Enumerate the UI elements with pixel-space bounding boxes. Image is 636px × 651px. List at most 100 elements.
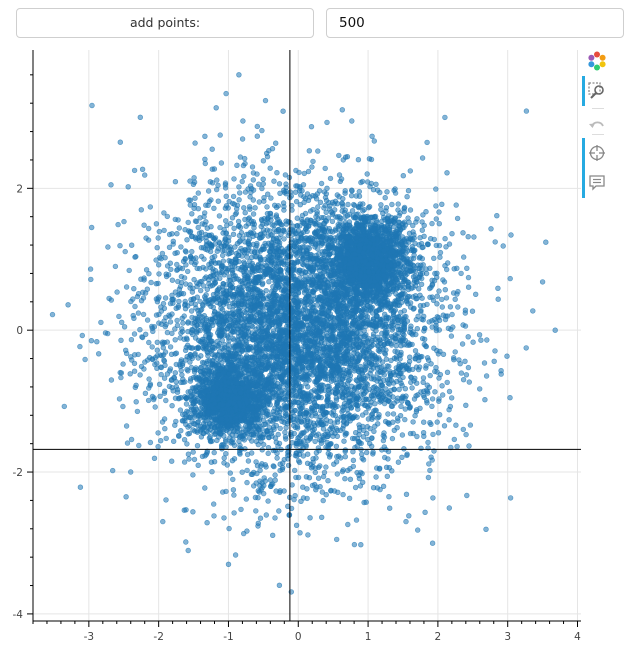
scatter-point bbox=[344, 407, 351, 413]
scatter-point bbox=[334, 433, 340, 439]
scatter-point bbox=[481, 360, 488, 366]
scatter-point bbox=[442, 287, 448, 293]
scatter-point bbox=[492, 239, 498, 245]
scatter-point bbox=[195, 190, 202, 196]
scatter-point bbox=[146, 339, 152, 346]
scatter-point bbox=[419, 155, 426, 161]
scatter-point bbox=[128, 436, 135, 443]
scatter-point bbox=[167, 319, 174, 325]
scatter-point bbox=[87, 266, 94, 272]
scatter-point bbox=[231, 276, 237, 282]
scatter-point bbox=[398, 403, 404, 410]
add-points-button[interactable]: add points: bbox=[16, 8, 314, 38]
scatter-point bbox=[346, 495, 353, 501]
scatter-point bbox=[429, 403, 435, 409]
scatter-point bbox=[407, 168, 413, 174]
scatter-point bbox=[454, 215, 461, 222]
scatter-point bbox=[463, 402, 469, 408]
scatter-point bbox=[139, 166, 146, 173]
scatter-point bbox=[88, 224, 95, 231]
scatter-point bbox=[283, 191, 289, 197]
scatter-point bbox=[460, 377, 467, 383]
scatter-point bbox=[402, 406, 408, 412]
scatter-point bbox=[275, 443, 281, 449]
scatter-point bbox=[128, 298, 134, 305]
scatter-point bbox=[202, 210, 208, 216]
scatter-point bbox=[428, 454, 434, 460]
scatter-point bbox=[202, 156, 208, 163]
scatter-point bbox=[209, 146, 215, 152]
scatter-point bbox=[161, 390, 168, 396]
scatter-point bbox=[424, 355, 431, 361]
scatter-point bbox=[224, 333, 231, 339]
scatter-point bbox=[453, 202, 459, 208]
scatter-point bbox=[268, 195, 274, 201]
scatter-point bbox=[446, 505, 452, 511]
scatter-point bbox=[455, 304, 461, 310]
scatter-point bbox=[230, 231, 237, 238]
scatter-point bbox=[236, 197, 242, 203]
scatter-point bbox=[302, 210, 309, 217]
scatter-point bbox=[264, 204, 270, 210]
scatter-point bbox=[226, 198, 232, 205]
scatter-point bbox=[446, 417, 452, 423]
scatter-point bbox=[230, 487, 237, 493]
scatter-point bbox=[433, 327, 440, 334]
scatter-point bbox=[98, 319, 104, 326]
scatter-point bbox=[300, 261, 306, 267]
scatter-point bbox=[270, 328, 277, 334]
scatter-point bbox=[164, 213, 171, 220]
scatter-point bbox=[265, 498, 271, 504]
scatter-point bbox=[315, 148, 321, 154]
scatter-point bbox=[115, 221, 121, 228]
scatter-point bbox=[376, 412, 382, 418]
scatter-point bbox=[158, 438, 164, 444]
scatter-point bbox=[283, 184, 289, 191]
scatter-point bbox=[200, 264, 206, 271]
scatter-point bbox=[181, 437, 188, 443]
scatter-point bbox=[182, 347, 189, 354]
scatter-point bbox=[469, 308, 476, 314]
scatter-point bbox=[174, 317, 180, 324]
scatter-point bbox=[251, 469, 257, 476]
scatter-point bbox=[462, 358, 468, 364]
scatter-point bbox=[137, 372, 143, 378]
scatter-point bbox=[295, 458, 302, 464]
scatter-point bbox=[240, 118, 246, 124]
scatter-point bbox=[402, 386, 408, 392]
scatter-point bbox=[418, 445, 424, 451]
scatter-point bbox=[446, 407, 452, 413]
scatter-point bbox=[465, 274, 472, 281]
scatter-point bbox=[223, 193, 229, 200]
scatter-point bbox=[230, 476, 236, 483]
scatter-point bbox=[123, 284, 130, 290]
scatter-point bbox=[185, 268, 191, 275]
scatter-point bbox=[323, 492, 329, 498]
scatter-point bbox=[322, 311, 328, 317]
scatter-point bbox=[161, 375, 168, 381]
scatter-point bbox=[466, 443, 472, 449]
scatter-point bbox=[330, 210, 336, 216]
scatter-point bbox=[507, 275, 513, 282]
scatter-point bbox=[414, 433, 420, 440]
scatter-point bbox=[329, 425, 336, 431]
scatter-point bbox=[250, 211, 257, 217]
points-count-input[interactable] bbox=[326, 8, 624, 38]
scatter-point bbox=[466, 379, 472, 385]
scatter-point bbox=[393, 343, 400, 349]
scatter-point bbox=[252, 494, 259, 501]
scatter-point bbox=[393, 378, 400, 385]
scatter-point bbox=[444, 379, 450, 386]
scatter-point bbox=[190, 449, 196, 455]
scatter-point bbox=[384, 338, 391, 344]
scatter-point bbox=[153, 312, 160, 318]
scatter-point bbox=[230, 335, 237, 342]
scatter-point bbox=[259, 281, 266, 288]
scatter-point bbox=[348, 193, 355, 199]
scatter-point bbox=[174, 250, 180, 256]
scatter-point bbox=[385, 420, 391, 426]
scatter-point bbox=[154, 347, 161, 353]
scatter-point bbox=[436, 396, 442, 402]
scatter-point bbox=[345, 521, 351, 528]
